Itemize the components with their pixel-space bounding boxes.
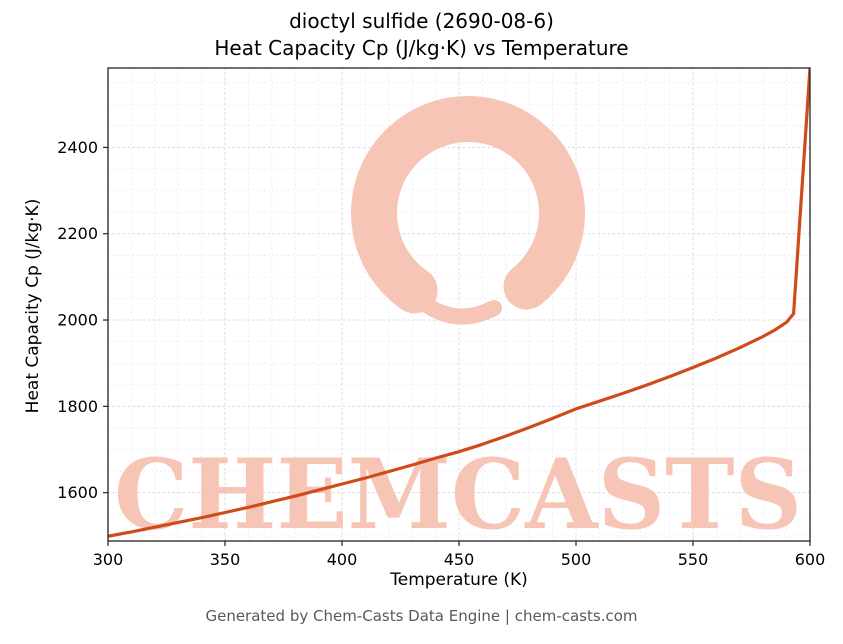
y-tick-label: 2400 bbox=[57, 138, 98, 157]
chart-title: dioctyl sulfide (2690-08-6) Heat Capacit… bbox=[0, 8, 843, 62]
x-tick-label: 500 bbox=[561, 550, 592, 569]
watermark: CHEMCASTS bbox=[114, 96, 802, 551]
x-tick-label: 350 bbox=[210, 550, 241, 569]
axis-ticks: 300 350 400 450 500 550 600 1600 1800 2000 2200 240… bbox=[57, 138, 825, 569]
x-tick-label: 450 bbox=[444, 550, 475, 569]
chart-title-line1: dioctyl sulfide (2690-08-6) bbox=[289, 9, 554, 33]
watermark-text: CHEMCASTS bbox=[114, 438, 802, 551]
y-tick-label: 1800 bbox=[57, 397, 98, 416]
x-tick-label: 600 bbox=[795, 550, 826, 569]
watermark-logo-ring bbox=[351, 96, 585, 330]
series-layer bbox=[108, 68, 810, 538]
chart-canvas: CHEMCASTS 300 350 400 450 500 550 600 1600 1800 2… bbox=[57, 67, 825, 569]
chart-title-line2: Heat Capacity Cp (J/kg·K) vs Temperature bbox=[214, 36, 629, 60]
x-tick-label: 550 bbox=[678, 550, 709, 569]
cp-vs-temperature-line bbox=[108, 68, 810, 538]
grid-lines bbox=[107, 68, 811, 541]
y-tick-label: 1600 bbox=[57, 483, 98, 502]
footer-attribution: Generated by Chem-Casts Data Engine | ch… bbox=[205, 607, 638, 625]
x-tick-label: 300 bbox=[93, 550, 124, 569]
y-axis-label: Heat Capacity Cp (J/kg·K) bbox=[23, 198, 43, 414]
x-tick-label: 400 bbox=[327, 550, 358, 569]
y-tick-label: 2200 bbox=[57, 224, 98, 243]
watermark-logo-tail bbox=[420, 298, 502, 325]
x-axis-label: Temperature (K) bbox=[390, 570, 528, 590]
y-tick-label: 2000 bbox=[57, 311, 98, 330]
